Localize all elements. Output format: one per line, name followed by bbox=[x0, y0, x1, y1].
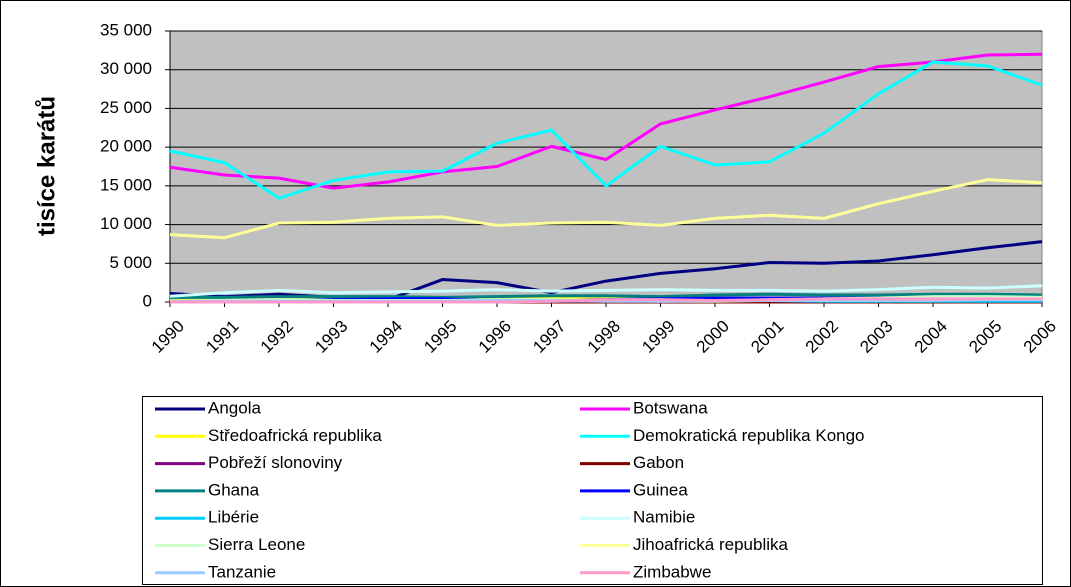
legend-label: Angola bbox=[208, 398, 261, 417]
legend-label: Středoafrická republika bbox=[208, 426, 382, 445]
legend-label: Ghana bbox=[208, 480, 260, 499]
y-tick-label: 25 000 bbox=[100, 98, 152, 117]
y-tick-label: 0 bbox=[143, 291, 152, 310]
legend-label: Jihoafrická republika bbox=[633, 535, 789, 554]
series-line bbox=[169, 284, 1043, 298]
y-axis-label: tisíce karátů bbox=[33, 96, 60, 236]
plot-area bbox=[169, 30, 1043, 303]
y-tick-label: 20 000 bbox=[100, 137, 152, 156]
legend-label: Gabon bbox=[633, 453, 684, 472]
series-line bbox=[170, 292, 1043, 299]
series-line bbox=[170, 297, 1042, 304]
legend-label: Tanzanie bbox=[208, 562, 276, 581]
legend-label: Namibie bbox=[633, 508, 695, 527]
series-line bbox=[169, 60, 1043, 200]
legend-label: Zimbabwe bbox=[633, 562, 711, 581]
legend-label: Sierra Leone bbox=[208, 535, 305, 554]
legend-label: Botswana bbox=[633, 398, 708, 417]
y-tick-label: 35 000 bbox=[100, 20, 152, 39]
legend-label: Libérie bbox=[208, 508, 259, 527]
series-line bbox=[169, 178, 1043, 240]
legend-label: Guinea bbox=[633, 480, 688, 499]
y-tick-label: 30 000 bbox=[100, 59, 152, 78]
y-tick-label: 10 000 bbox=[100, 214, 152, 233]
y-tick-label: 15 000 bbox=[100, 175, 152, 194]
legend-label: Demokratická republika Kongo bbox=[633, 426, 865, 445]
legend-label: Pobřeží slonoviny bbox=[208, 453, 343, 472]
y-tick-label: 5 000 bbox=[109, 253, 152, 272]
